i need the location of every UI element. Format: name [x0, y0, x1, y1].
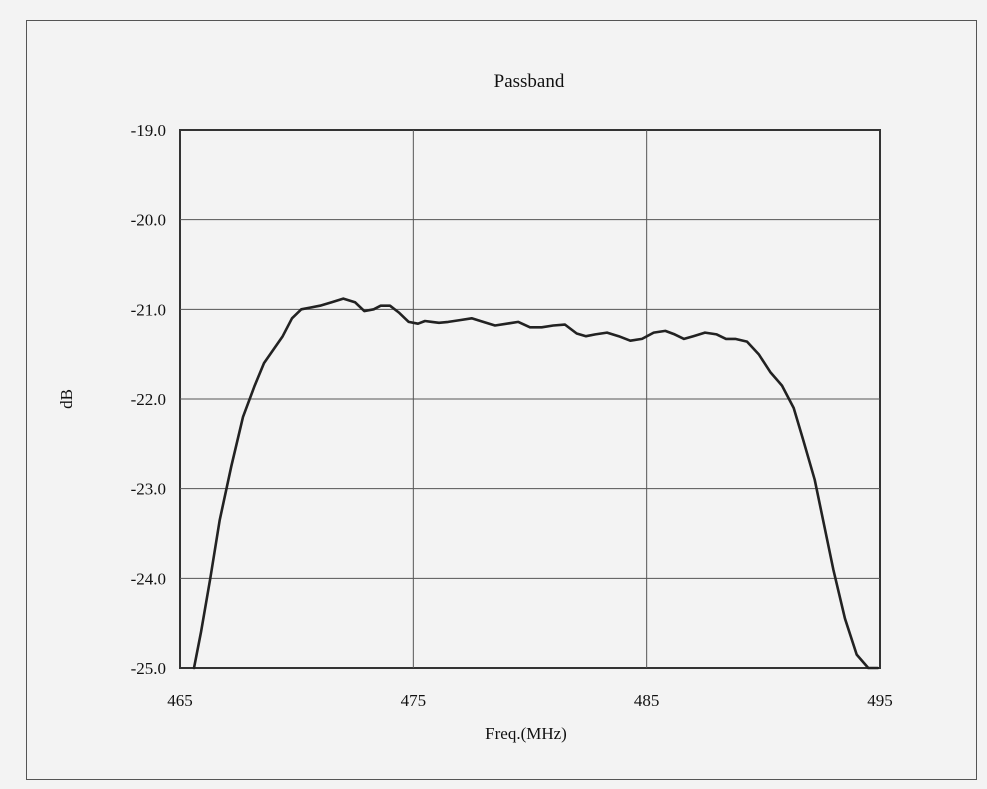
y-tick-label: -20.0 — [131, 211, 166, 230]
y-tick-label: -22.0 — [131, 390, 166, 409]
x-tick-label: 465 — [167, 691, 193, 710]
passband-curve — [192, 297, 879, 670]
y-tick-label: -25.0 — [131, 659, 166, 678]
y-tick-label: -24.0 — [131, 569, 166, 588]
y-tick-label: -21.0 — [131, 300, 166, 319]
x-tick-label: 495 — [867, 691, 893, 710]
y-tick-label: -19.0 — [131, 121, 166, 140]
y-axis-label: dB — [57, 389, 76, 409]
x-tick-labels: 465 475 485 495 — [167, 691, 893, 710]
x-tick-label: 475 — [401, 691, 427, 710]
y-tick-labels: -19.0 -20.0 -21.0 -22.0 -23.0 -24.0 -25.0 — [131, 121, 166, 678]
y-tick-label: -23.0 — [131, 480, 166, 499]
x-axis-label: Freq.(MHz) — [485, 724, 567, 743]
chart-frame — [26, 20, 977, 780]
grid-lines — [180, 130, 880, 668]
chart-title: Passband — [494, 71, 565, 92]
x-tick-label: 485 — [634, 691, 660, 710]
